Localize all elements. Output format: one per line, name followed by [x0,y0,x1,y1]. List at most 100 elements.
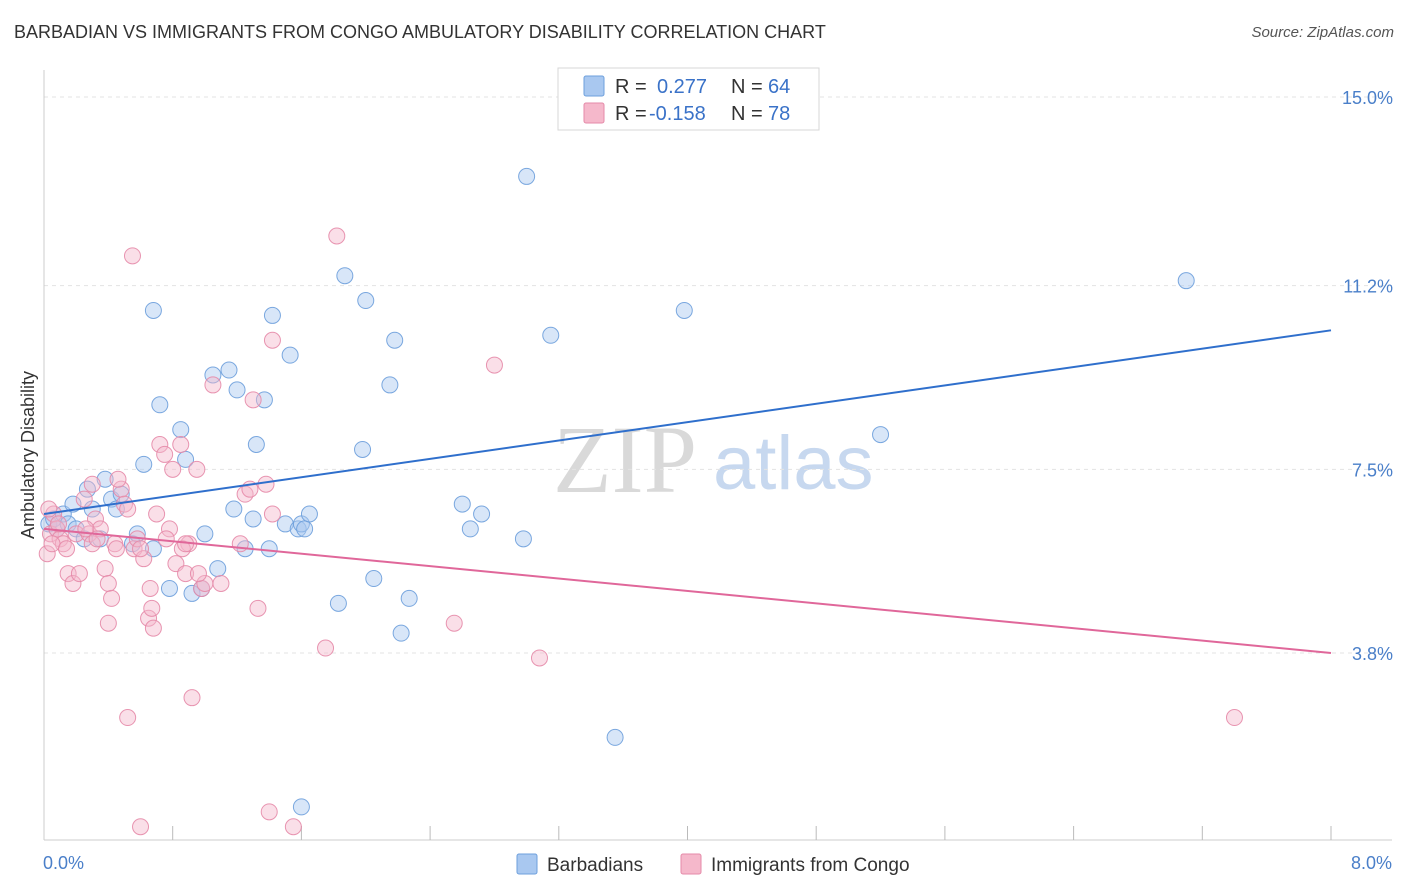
point-congo [249,599,267,617]
point-barbadians [675,301,693,319]
point-congo [530,649,548,667]
point-congo [141,579,159,597]
legend-bottom-swatch-congo [680,853,702,875]
chart-source: Source: ZipAtlas.com [1251,24,1394,41]
point-congo [140,609,158,627]
point-congo [119,500,137,518]
point-congo [157,530,175,548]
point-barbadians [300,505,318,523]
point-barbadians [96,470,114,488]
point-congo [67,525,85,543]
legend-bottom: Barbadians Immigrants from Congo [516,853,910,876]
point-barbadians [247,436,265,453]
point-congo [99,575,117,592]
point-congo [83,475,101,493]
point-barbadians [473,505,491,523]
point-barbadians [144,301,162,319]
chart-title: BARBADIAN VS IMMIGRANTS FROM CONGO AMBUL… [14,22,826,42]
point-congo [317,639,335,657]
point-congo [109,470,127,488]
point-barbadians [292,798,310,816]
point-barbadians [518,167,536,185]
point-barbadians [336,267,354,285]
point-congo [160,520,178,538]
point-barbadians [354,440,372,458]
point-congo [183,689,201,707]
point-congo [1225,709,1243,727]
trend-layer [43,329,1332,654]
point-barbadians [289,520,307,538]
point-barbadians [260,540,278,558]
point-congo [173,540,191,558]
point-congo [91,520,109,538]
point-barbadians [244,510,262,528]
point-barbadians [329,594,347,612]
point-congo [64,575,82,592]
point-congo [263,505,281,523]
grid-layer [44,96,1392,654]
point-congo [156,445,174,463]
legend-bottom-label-congo: Immigrants from Congo [711,855,910,876]
legend-n-value-2: 78 [768,103,790,125]
point-congo [177,565,195,583]
point-congo [485,356,503,374]
point-congo [148,505,166,523]
legend-r-value-2: -0.158 [649,103,706,125]
y-tick-label: 3.8% [1352,644,1393,664]
point-congo [263,331,281,349]
point-barbadians [151,396,169,414]
point-congo [75,490,93,508]
point-congo [135,550,153,568]
point-barbadians [228,381,246,399]
watermark-atlas: atlas [713,421,874,506]
legend-r-value-1: 0.277 [657,76,707,98]
axis-layer: 3.8% 7.5% 11.2% 15.0% [43,70,1393,841]
y-tick-label: 11.2% [1343,277,1393,297]
point-barbadians [365,570,383,588]
point-barbadians [461,520,479,538]
point-barbadians [296,520,314,538]
point-congo [40,500,58,518]
legend-bottom-label-barbadians: Barbadians [547,855,643,876]
point-congo [260,803,278,821]
legend-r-label-2: R = [615,103,647,125]
point-congo [103,589,121,607]
point-barbadians [453,495,471,513]
watermark-zip: ZIP [553,406,697,513]
point-barbadians [606,728,624,746]
x-tick-label-min: 0.0% [43,853,84,873]
x-tick-label-max: 8.0% [1351,853,1392,873]
y-axis-label: Ambulatory Disability [18,371,38,539]
point-barbadians [78,480,96,498]
point-congo [58,540,76,558]
point-congo [132,540,150,558]
point-barbadians [263,306,281,324]
trendline-congo [43,527,1332,654]
point-congo [164,460,182,478]
point-barbadians [1177,272,1195,290]
legend-r-label-1: R = [615,76,647,98]
point-congo [212,575,230,592]
legend-n-label-2: N = [731,103,763,125]
point-congo [70,565,88,583]
point-barbadians [357,292,375,310]
point-barbadians [542,326,560,344]
point-congo [96,560,114,578]
legend-top: R = 0.277 N = 64 R = -0.158 N = 78 [557,67,820,131]
y-tick-label: 15.0% [1342,88,1393,108]
point-congo [38,545,56,563]
point-congo [188,460,206,478]
point-congo [151,436,169,453]
point-barbadians [135,455,153,473]
point-congo [284,818,302,836]
point-congo [123,247,141,265]
point-congo [244,391,262,409]
point-barbadians [872,426,890,444]
legend-swatch-barbadians [583,75,605,97]
point-congo [204,376,222,394]
point-congo [43,535,61,553]
point-barbadians [281,346,299,364]
legend-n-label-1: N = [731,76,763,98]
